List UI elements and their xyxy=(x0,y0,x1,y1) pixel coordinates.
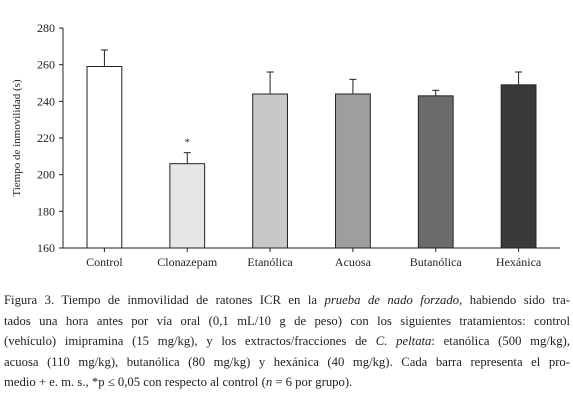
bar-0 xyxy=(86,66,123,249)
x-tick-label: Etanólica xyxy=(247,255,293,269)
bar-4 xyxy=(417,95,454,249)
caption-text: , habiendo sido tra- xyxy=(459,293,570,307)
bar-1 xyxy=(169,163,206,249)
caption-text: Figura 3. Tiempo de inmovilidad de raton… xyxy=(4,293,325,307)
chart-labels: 160 180 200 220 240 260 280 Tiempo de inmovilid… xyxy=(11,21,542,269)
chart-axes xyxy=(59,27,560,252)
caption-text: = 6 por grupo). xyxy=(272,375,353,389)
y-tick-label: 240 xyxy=(37,94,55,108)
x-tick-label: Acuosa xyxy=(335,255,372,269)
x-tick-label: Hexánica xyxy=(496,255,542,269)
chart-bars xyxy=(86,49,537,249)
bar-chart: 160 180 200 220 240 260 280 Tiempo de inmovilid… xyxy=(11,21,560,269)
caption-line: (vehículo) imipramina (15 mg/kg), y los … xyxy=(4,331,570,352)
caption-text: acuosa (110 mg/kg), butanólica (80 mg/kg… xyxy=(4,354,570,369)
bar-5 xyxy=(500,84,537,249)
significance-marker: * xyxy=(185,137,191,149)
y-axis-label: Tiempo de inmovilidad (s) xyxy=(11,79,23,197)
caption-text: tados una hora antes por vía oral (0,1 m… xyxy=(4,313,570,328)
x-tick-label: Butanólica xyxy=(410,255,463,269)
caption-line: medio + e. m. s., *p ≤ 0,05 con respecto… xyxy=(4,372,570,393)
caption-line: Figura 3. Tiempo de inmovilidad de raton… xyxy=(4,290,570,311)
y-tick-label: 260 xyxy=(37,58,55,72)
bar-3 xyxy=(335,93,371,249)
caption-text: medio + e. m. s., *p ≤ 0,05 con respecto… xyxy=(4,375,266,389)
caption-line: acuosa (110 mg/kg), butanólica (80 mg/kg… xyxy=(4,352,570,373)
y-tick-label: 220 xyxy=(37,131,55,145)
y-tick-label: 200 xyxy=(37,168,55,182)
figure-caption: Figura 3. Tiempo de inmovilidad de raton… xyxy=(4,290,570,393)
caption-italic-text: prueba de nado forzado xyxy=(324,293,460,307)
bar-2 xyxy=(252,93,288,249)
caption-italic-text: C. peltata xyxy=(375,334,432,348)
x-tick-label: Clonazepam xyxy=(157,255,218,269)
caption-text: (vehículo) imipramina (15 mg/kg), y los … xyxy=(4,334,376,348)
y-tick-label: 160 xyxy=(37,241,55,255)
caption-text: : etanólica (500 mg/kg), xyxy=(431,334,570,348)
y-tick-label: 180 xyxy=(37,204,55,218)
caption-line: tados una hora antes por vía oral (0,1 m… xyxy=(4,311,570,332)
caption-italic-text: n xyxy=(265,375,273,389)
x-tick-label: Control xyxy=(86,255,123,269)
y-tick-label: 280 xyxy=(37,21,55,35)
